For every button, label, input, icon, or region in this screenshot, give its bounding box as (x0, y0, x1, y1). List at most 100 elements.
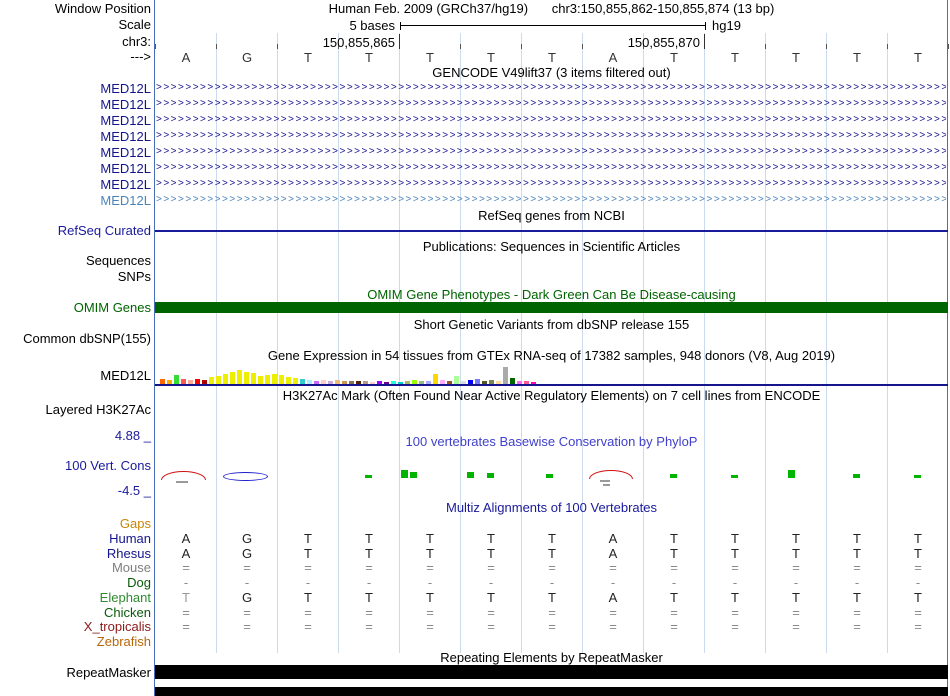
species-label-dog[interactable]: Dog (127, 575, 151, 590)
alignment-base: T (304, 590, 312, 605)
gtex-tissue-bar (461, 381, 466, 384)
phylop-positive-bar (365, 475, 372, 478)
gene-label[interactable]: MED12L (100, 97, 151, 112)
scale-assembly-label: hg19 (712, 18, 741, 33)
base-gridline (826, 33, 827, 653)
gtex-tissue-bar (517, 381, 522, 384)
gene-transcript-row[interactable]: >>>>>>>>>>>>>>>>>>>>>>>>>>>>>>>>>>>>>>>>… (156, 178, 946, 189)
species-label-elephant[interactable]: Elephant (99, 590, 151, 605)
alignment-base: G (241, 546, 253, 561)
window-position-label: Window Position (54, 1, 151, 16)
alignment-base: T (182, 590, 190, 605)
repeat-element-bar[interactable] (155, 665, 948, 679)
gtex-gene-label[interactable]: MED12L (100, 368, 151, 383)
gtex-tissue-bar (482, 381, 487, 384)
gtex-tissue-bar (160, 379, 165, 384)
gene-label[interactable]: MED12L (100, 161, 151, 176)
h3k27ac-label[interactable]: Layered H3K27Ac (45, 402, 151, 417)
gene-label[interactable]: MED12L (100, 81, 151, 96)
alignment-base: = (426, 560, 434, 575)
alignment-base: T (426, 546, 434, 561)
species-label-human[interactable]: Human (109, 531, 151, 546)
assembly-title: Human Feb. 2009 (GRCh37/hg19) (328, 1, 529, 16)
gene-label[interactable]: MED12L (100, 193, 151, 208)
base-gridline (521, 33, 522, 653)
gene-label[interactable]: MED12L (100, 129, 151, 144)
alignment-base: T (731, 531, 739, 546)
gene-label[interactable]: MED12L (100, 113, 151, 128)
phylop-positive-bar (914, 475, 921, 478)
gtex-tissue-bar (188, 380, 193, 384)
ruler-tick (521, 44, 522, 49)
gtex-tissue-bar (209, 377, 214, 384)
alignment-base: T (914, 590, 922, 605)
snps-label[interactable]: SNPs (117, 269, 151, 284)
gtex-expression-graph[interactable] (155, 360, 948, 384)
gene-transcript-row[interactable]: >>>>>>>>>>>>>>>>>>>>>>>>>>>>>>>>>>>>>>>>… (156, 82, 946, 93)
alignment-base: T (853, 531, 861, 546)
gene-transcript-row[interactable]: >>>>>>>>>>>>>>>>>>>>>>>>>>>>>>>>>>>>>>>>… (156, 146, 946, 157)
gtex-tissue-bar (377, 381, 382, 384)
alignment-base: A (181, 546, 191, 561)
gtex-tissue-bar (265, 375, 270, 384)
multiz-track-title: Multiz Alignments of 100 Vertebrates (445, 500, 657, 515)
alignment-base: - (671, 575, 677, 590)
omim-gene-bar[interactable] (155, 302, 948, 313)
alignment-base: = (365, 619, 373, 634)
species-label-mouse[interactable]: Mouse (111, 560, 151, 575)
gene-transcript-row[interactable]: >>>>>>>>>>>>>>>>>>>>>>>>>>>>>>>>>>>>>>>>… (156, 162, 946, 173)
alignment-base: G (241, 590, 253, 605)
alignment-base: T (731, 590, 739, 605)
species-label-gaps[interactable]: Gaps (119, 516, 151, 531)
phylop-positive-bar (401, 470, 408, 478)
species-label-chicken[interactable]: Chicken (104, 605, 151, 620)
species-label-zebrafish[interactable]: Zebrafish (96, 634, 151, 649)
gene-transcript-row[interactable]: >>>>>>>>>>>>>>>>>>>>>>>>>>>>>>>>>>>>>>>>… (156, 194, 946, 205)
refseq-curated-label[interactable]: RefSeq Curated (57, 223, 151, 238)
alignment-base: - (183, 575, 189, 590)
alignment-base: - (488, 575, 494, 590)
gene-label[interactable]: MED12L (100, 177, 151, 192)
repeatmasker-label[interactable]: RepeatMasker (66, 665, 151, 680)
alignment-base: = (792, 619, 800, 634)
gene-label[interactable]: MED12L (100, 145, 151, 160)
gtex-tissue-bar (167, 380, 172, 384)
position-title: Human Feb. 2009 (GRCh37/hg19) chr3:150,8… (155, 2, 948, 16)
gtex-tissue-bar (335, 380, 340, 384)
alignment-base: T (914, 546, 922, 561)
alignment-base: T (548, 531, 556, 546)
alignment-base: - (915, 575, 921, 590)
gtex-tissue-bar (496, 381, 501, 384)
sequence-base: T (548, 50, 556, 65)
repeat-element-bar-2[interactable] (155, 687, 948, 696)
omim-genes-label[interactable]: OMIM Genes (73, 300, 151, 315)
refseq-transcript-line[interactable] (155, 230, 948, 232)
alignment-base: = (487, 605, 495, 620)
phylop-negative-dash (603, 484, 610, 486)
sequences-label[interactable]: Sequences (85, 253, 151, 268)
species-label-rhesus[interactable]: Rhesus (106, 546, 151, 561)
conservation-track-label[interactable]: 100 Vert. Cons (65, 458, 151, 473)
phylop-graph[interactable] (155, 450, 948, 495)
phylop-positive-bar (487, 473, 494, 478)
base-gridline (338, 33, 339, 653)
gtex-tissue-bar (328, 381, 333, 384)
species-label-x_tropicalis[interactable]: X_tropicalis (83, 619, 151, 634)
scale-bases-label: 5 bases (349, 18, 395, 33)
alignment-base: T (853, 546, 861, 561)
sequence-base: A (608, 50, 618, 65)
alignment-base: - (854, 575, 860, 590)
gene-transcript-row[interactable]: >>>>>>>>>>>>>>>>>>>>>>>>>>>>>>>>>>>>>>>>… (156, 98, 946, 109)
sequence-base: T (731, 50, 739, 65)
ruler-coordinate-label: 150,855,870 (627, 35, 700, 50)
alignment-base: = (365, 560, 373, 575)
gene-transcript-row[interactable]: >>>>>>>>>>>>>>>>>>>>>>>>>>>>>>>>>>>>>>>>… (156, 130, 946, 141)
gene-transcript-row[interactable]: >>>>>>>>>>>>>>>>>>>>>>>>>>>>>>>>>>>>>>>>… (156, 114, 946, 125)
alignment-base: = (792, 560, 800, 575)
dbsnp-label[interactable]: Common dbSNP(155) (23, 331, 151, 346)
gtex-tissue-bar (391, 381, 396, 384)
alignment-base: A (608, 590, 618, 605)
alignment-base: = (853, 619, 861, 634)
ruler-tick (216, 44, 217, 49)
